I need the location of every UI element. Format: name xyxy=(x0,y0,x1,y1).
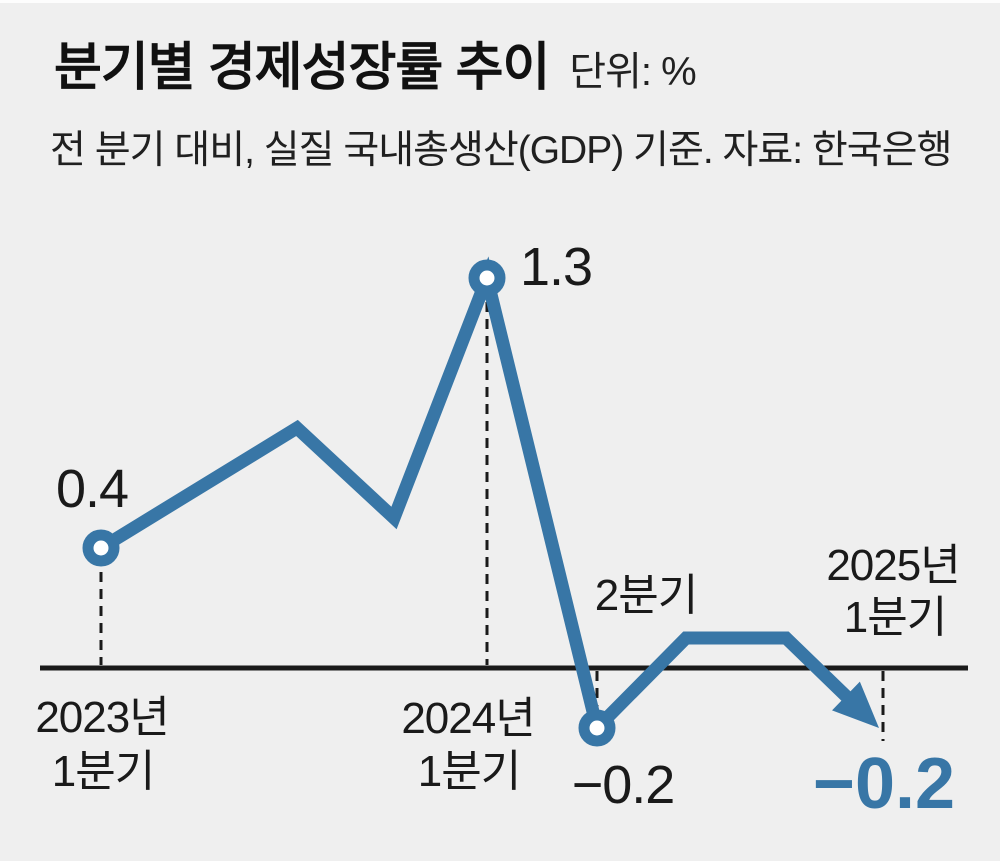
chart-subtitle: 전 분기 대비, 실질 국내총생산(GDP) 기준. 자료: 한국은행 xyxy=(50,129,952,172)
x-label-2024-q2: 2분기 xyxy=(594,571,698,620)
chart-unit-label: 단위: % xyxy=(569,50,696,94)
x-label-2024-year: 2024년 xyxy=(401,694,535,743)
point-marker-2024q2 xyxy=(578,709,616,747)
trend-arrowhead-icon xyxy=(832,681,879,728)
x-label-2024-quarter: 1분기 xyxy=(417,747,521,796)
growth-trend-polyline xyxy=(97,256,855,741)
point-marker-2023q1 xyxy=(82,529,120,567)
top-border xyxy=(0,0,1000,3)
chart-header: 분기별 경제성장률 추이 단위: % xyxy=(54,36,697,101)
x-label-2023-quarter: 1분기 xyxy=(51,747,155,796)
value-label-2023q1: 0.4 xyxy=(55,459,129,519)
point-marker-2024q1 xyxy=(468,259,506,297)
x-label-2025-year: 2025년 xyxy=(826,541,960,590)
chart-title: 분기별 경제성장률 추이 xyxy=(54,39,550,97)
value-label-2025q1: −0.2 xyxy=(812,744,956,824)
value-label-2024q1: 1.3 xyxy=(519,237,593,297)
x-label-2025-quarter: 1분기 xyxy=(843,593,947,642)
x-label-2023-year: 2023년 xyxy=(35,693,169,742)
value-label-2024q2: −0.2 xyxy=(571,755,676,815)
